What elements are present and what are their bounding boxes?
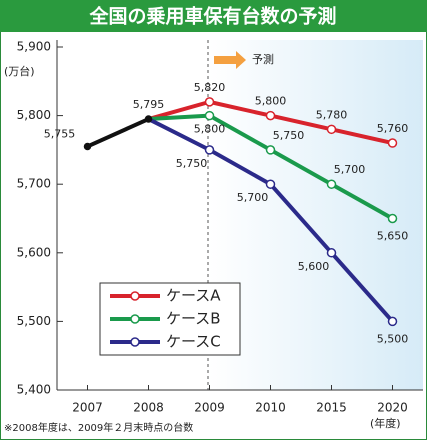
chart-title: 全国の乗用車保有台数の予測 — [88, 5, 336, 28]
legend-label: ケースC — [166, 333, 221, 351]
data-point — [265, 110, 276, 121]
data-label: 5,755 — [44, 127, 76, 140]
data-point — [83, 142, 92, 151]
series-line — [86, 117, 150, 149]
data-label: 5,500 — [377, 332, 409, 345]
x-tick-label: 2008 — [133, 401, 164, 415]
x-tick-label: 2015 — [316, 401, 347, 415]
x-axis-label: (年度) — [370, 416, 401, 430]
data-point — [326, 179, 337, 189]
data-point — [326, 124, 337, 135]
y-tick-label: 5,600 — [17, 245, 51, 259]
legend-label: ケースA — [166, 287, 221, 305]
y-tick-label: 5,900 — [17, 40, 51, 54]
data-point — [387, 138, 398, 148]
data-label: 5,780 — [316, 108, 348, 121]
data-point — [326, 248, 337, 258]
title-banner — [0, 0, 427, 32]
x-tick-label: 2010 — [255, 401, 286, 415]
footnote: ※2008年度は、2009年２月末時点の台数 — [4, 421, 193, 434]
data-point — [144, 115, 153, 123]
data-point — [265, 145, 276, 155]
data-label: 5,800 — [255, 95, 287, 108]
data-point — [387, 316, 398, 327]
data-label: 5,700 — [237, 191, 269, 204]
data-point — [387, 213, 398, 224]
data-point — [265, 179, 276, 189]
y-tick-label: 5,500 — [17, 314, 51, 328]
data-label: 5,795 — [133, 98, 165, 111]
y-tick-label: 5,800 — [17, 108, 51, 122]
data-label: 5,700 — [334, 163, 366, 176]
legend-label: ケースB — [166, 310, 221, 328]
x-tick-label: 2007 — [72, 401, 103, 415]
data-label: 5,760 — [377, 122, 409, 135]
data-label: 5,800 — [194, 123, 226, 136]
x-tick-label: 2020 — [377, 401, 408, 415]
data-point — [204, 97, 215, 107]
legend-marker — [130, 337, 140, 347]
y-tick-label: 5,400 — [17, 383, 51, 397]
legend-marker — [130, 314, 140, 324]
data-point — [204, 110, 215, 121]
data-label: 5,600 — [298, 260, 330, 273]
x-tick-label: 2009 — [194, 401, 225, 415]
data-label: 5,820 — [194, 81, 226, 94]
data-label: 5,650 — [377, 230, 409, 243]
data-label: 5,750 — [273, 129, 305, 142]
data-point — [204, 145, 215, 155]
y-tick-label: 5,700 — [17, 177, 51, 191]
data-label: 5,750 — [176, 157, 208, 170]
annotation: 予測 — [252, 52, 274, 66]
forecast-arrow — [214, 51, 246, 69]
legend-marker — [130, 291, 140, 301]
y-axis-label: (万台) — [4, 64, 35, 78]
